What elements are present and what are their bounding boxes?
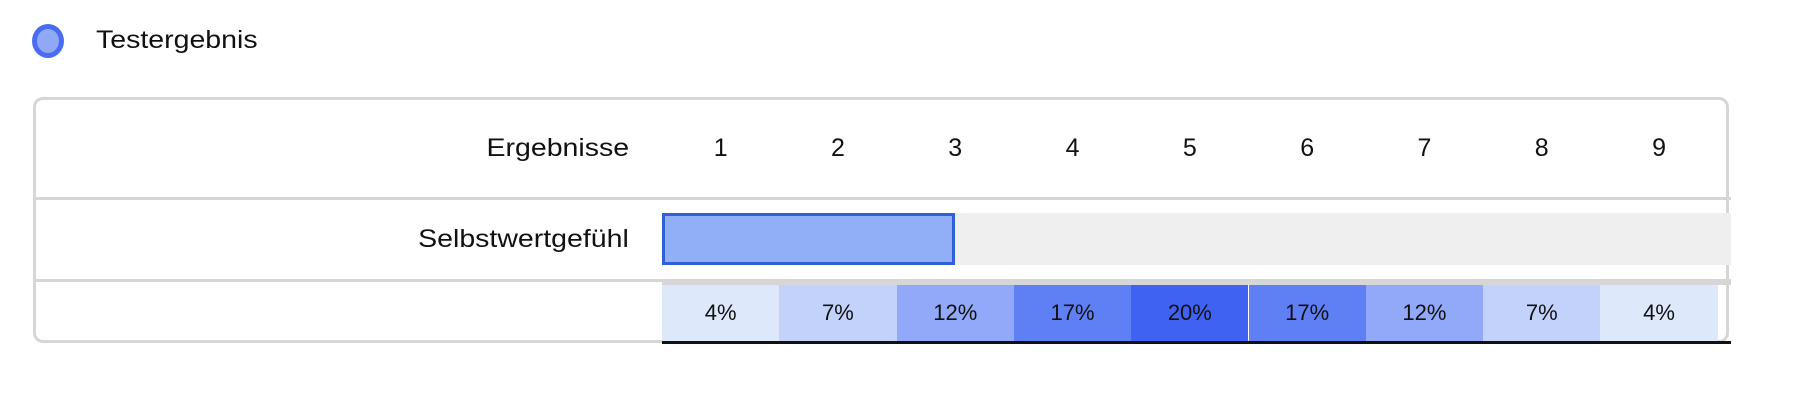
distribution-cell: 7% [1483, 285, 1601, 341]
distribution-cell: 20% [1131, 285, 1249, 341]
column-number: 2 [830, 134, 845, 162]
column-number: 5 [1182, 134, 1197, 162]
column-number: 6 [1300, 134, 1315, 162]
header-label: Ergebnisse [486, 134, 629, 162]
distribution-cell: 4% [1600, 285, 1718, 341]
column-number: 3 [948, 134, 963, 162]
column-number: 1 [713, 134, 728, 162]
legend-dot-icon [32, 24, 64, 58]
distribution-cell: 17% [1013, 285, 1132, 341]
score-bar [662, 213, 956, 265]
distribution-cell: 4% [662, 285, 780, 341]
column-number: 4 [1065, 134, 1080, 162]
column-number: 7 [1417, 134, 1432, 162]
legend-label: Testergebnis [96, 26, 258, 54]
distribution-cell: 12% [1365, 285, 1484, 341]
column-number: 9 [1652, 134, 1666, 162]
row-divider [33, 197, 1731, 200]
distribution-band [662, 280, 1731, 285]
distribution-baseline [662, 341, 1731, 344]
distribution-cell: 17% [1248, 285, 1366, 341]
row-label: Selbstwertgefühl [418, 225, 629, 253]
distribution-cell: 12% [896, 285, 1014, 341]
distribution-cell: 7% [779, 285, 897, 341]
column-number: 8 [1534, 134, 1549, 162]
